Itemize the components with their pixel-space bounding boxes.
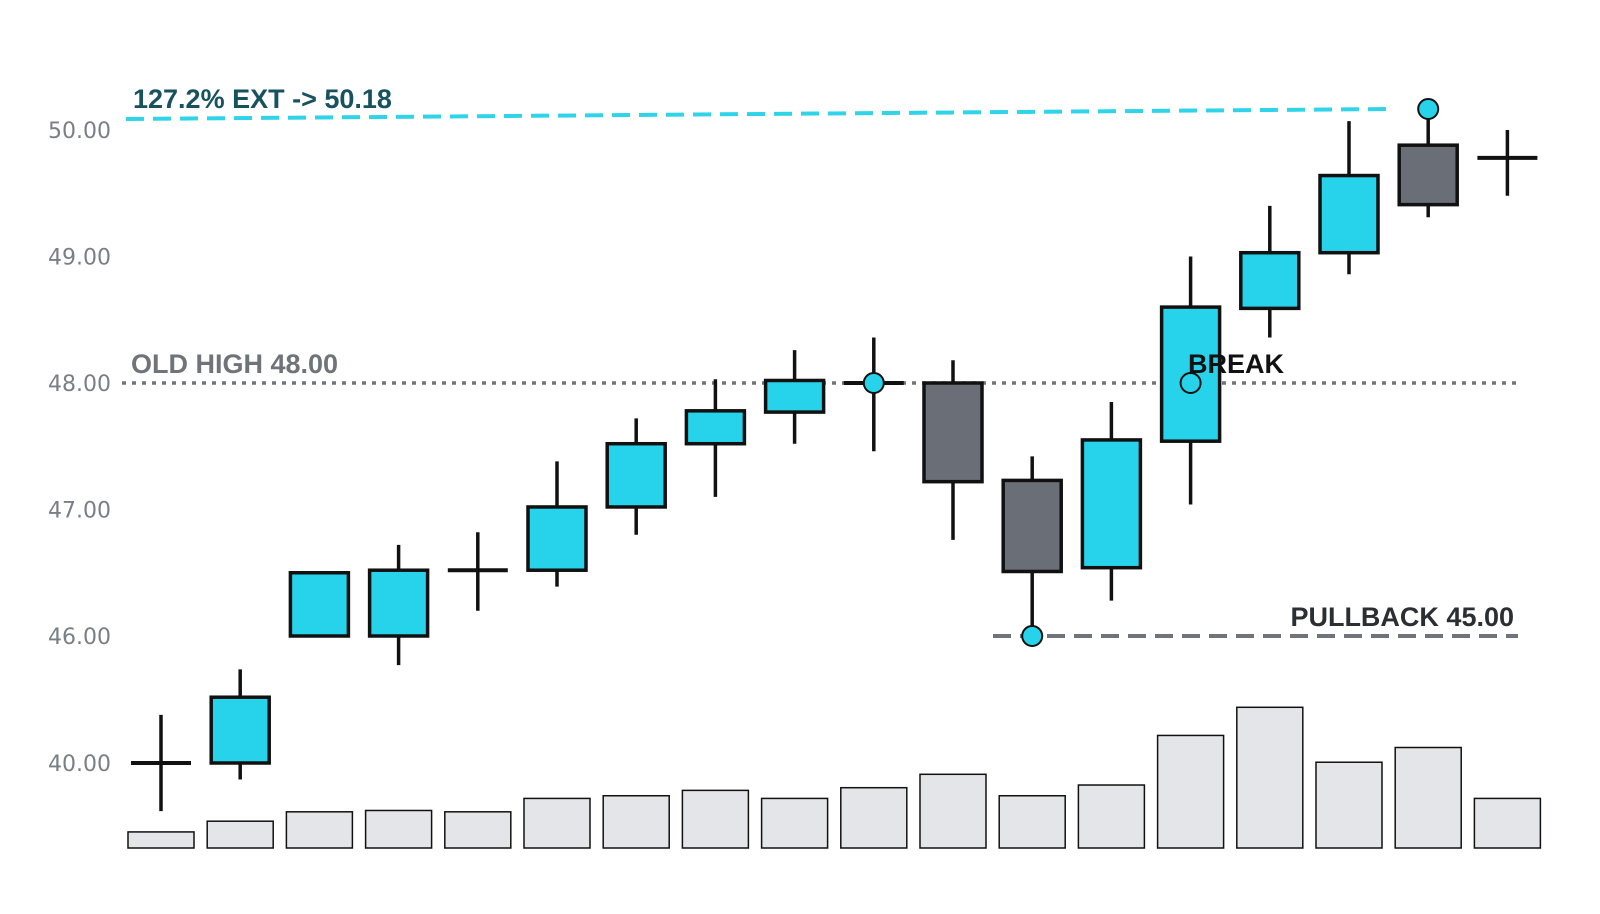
marker-dot xyxy=(862,372,885,394)
candle-body xyxy=(1397,143,1459,207)
volume-bar xyxy=(760,797,829,849)
candle xyxy=(131,714,191,812)
volume-bar xyxy=(602,794,670,849)
break-label: BREAK xyxy=(1188,349,1285,379)
candle-body xyxy=(1080,438,1143,570)
marker-dot xyxy=(1417,98,1440,120)
marker-dot xyxy=(1021,625,1044,647)
candle-body xyxy=(526,505,588,572)
candle-body xyxy=(1001,478,1063,574)
candle xyxy=(209,669,271,780)
volume-bar xyxy=(840,786,908,849)
candles xyxy=(131,107,1538,812)
volume-bar xyxy=(444,811,512,849)
volume-bars xyxy=(127,706,1542,849)
candle xyxy=(1318,121,1380,275)
candle xyxy=(526,461,588,587)
y-tick-label: 49.00 xyxy=(48,246,111,271)
level-lines xyxy=(122,107,1518,638)
candle-body xyxy=(763,378,826,414)
volume-bar xyxy=(1236,706,1304,849)
old-high-label: OLD HIGH 48.00 xyxy=(131,349,338,379)
volume-bar xyxy=(206,820,274,849)
candle xyxy=(763,350,826,444)
y-tick-label: 48.00 xyxy=(48,372,111,397)
candle xyxy=(1477,130,1538,196)
candle xyxy=(1239,205,1301,338)
candle-body xyxy=(1318,173,1380,255)
volume-bar xyxy=(1473,797,1542,849)
candle xyxy=(684,379,747,497)
extension-label: 127.2% EXT -> 50.18 xyxy=(133,84,392,114)
candle xyxy=(1001,456,1063,636)
markers xyxy=(862,98,1440,647)
candle-body xyxy=(209,695,271,765)
candle xyxy=(288,571,351,638)
volume-bar xyxy=(681,789,750,849)
candle-body xyxy=(922,381,984,484)
volume-bar xyxy=(1077,784,1146,849)
candle xyxy=(1080,401,1143,601)
candle-body xyxy=(605,441,667,509)
marker-dot xyxy=(1179,372,1202,394)
volume-bar xyxy=(919,773,987,849)
volume-bar xyxy=(1156,734,1225,849)
y-tick-label: 47.00 xyxy=(48,499,111,524)
y-tick-label: 40.00 xyxy=(48,752,111,777)
candle-body xyxy=(1239,250,1301,311)
candle xyxy=(1397,107,1459,218)
y-tick-label: 46.00 xyxy=(48,625,111,650)
candle-body xyxy=(288,571,351,638)
candle-body xyxy=(684,409,747,446)
pullback-label: PULLBACK 45.00 xyxy=(1290,602,1514,632)
volume-bar xyxy=(1394,746,1462,849)
candle xyxy=(447,532,508,611)
candle-body xyxy=(367,568,430,638)
candle xyxy=(605,418,667,535)
candle xyxy=(367,544,430,666)
extension-line xyxy=(125,107,1393,121)
volume-bar xyxy=(523,797,591,849)
candle xyxy=(922,360,984,540)
volume-bar xyxy=(364,809,433,849)
volume-bar xyxy=(127,831,195,849)
y-axis: 40.00 46.00 47.00 48.00 49.00 50.00 xyxy=(48,119,111,777)
y-tick-label: 50.00 xyxy=(48,119,111,144)
candle xyxy=(843,337,904,452)
annotation-labels: 127.2% EXT -> 50.18 OLD HIGH 48.00 PULLBAC… xyxy=(131,84,1514,632)
volume-bar xyxy=(998,794,1066,849)
volume-bar xyxy=(1315,761,1383,849)
volume-bar xyxy=(285,811,354,849)
